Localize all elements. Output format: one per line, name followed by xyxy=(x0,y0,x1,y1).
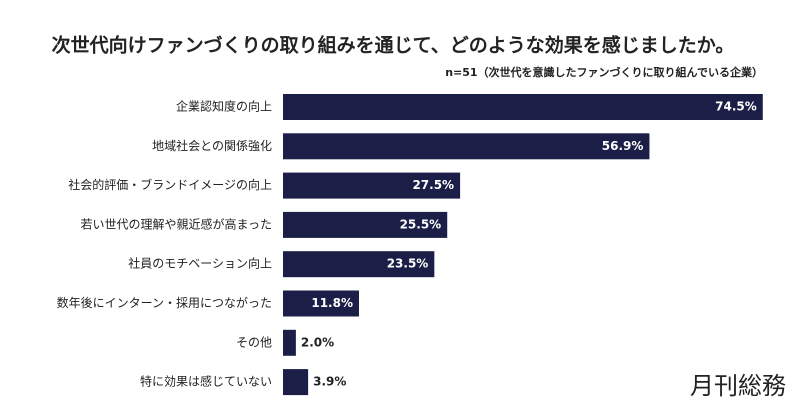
value-label: 56.9% xyxy=(602,139,644,153)
value-label: 25.5% xyxy=(400,217,442,231)
value-label: 27.5% xyxy=(412,178,454,192)
brand-logo: 月刊総務 xyxy=(690,372,786,400)
category-label: 地域社会との関係強化 xyxy=(152,138,272,153)
bar xyxy=(283,329,296,356)
value-label: 23.5% xyxy=(387,257,429,271)
bar xyxy=(283,211,448,238)
category-label: 数年後にインターン・採用につながった xyxy=(57,295,272,310)
category-label: 社会的評価・ブランドイメージの向上 xyxy=(68,177,272,192)
value-label: 74.5% xyxy=(715,100,757,114)
category-label: その他 xyxy=(236,335,272,349)
chart-subtitle: n=51（次世代を意識したファンづくりに取り組んでいる企業） xyxy=(445,65,763,79)
bar xyxy=(283,172,461,199)
bar xyxy=(283,251,435,278)
value-label: 3.9% xyxy=(313,375,346,389)
bar xyxy=(283,94,763,120)
category-label: 特に効果は感じていない xyxy=(140,374,272,389)
category-label: 企業認知度の向上 xyxy=(176,99,272,114)
value-label: 2.0% xyxy=(301,335,334,349)
bar xyxy=(283,290,359,317)
category-label: 社員のモチベーション向上 xyxy=(128,256,272,271)
bar xyxy=(283,133,650,160)
value-label: 11.8% xyxy=(311,296,353,310)
bar xyxy=(283,369,309,396)
chart-title: 次世代向けファンづくりの取り組みを通じて、どのような効果を感じましたか。 xyxy=(52,34,735,57)
category-label: 若い世代の理解や親近感が高まった xyxy=(80,216,272,231)
